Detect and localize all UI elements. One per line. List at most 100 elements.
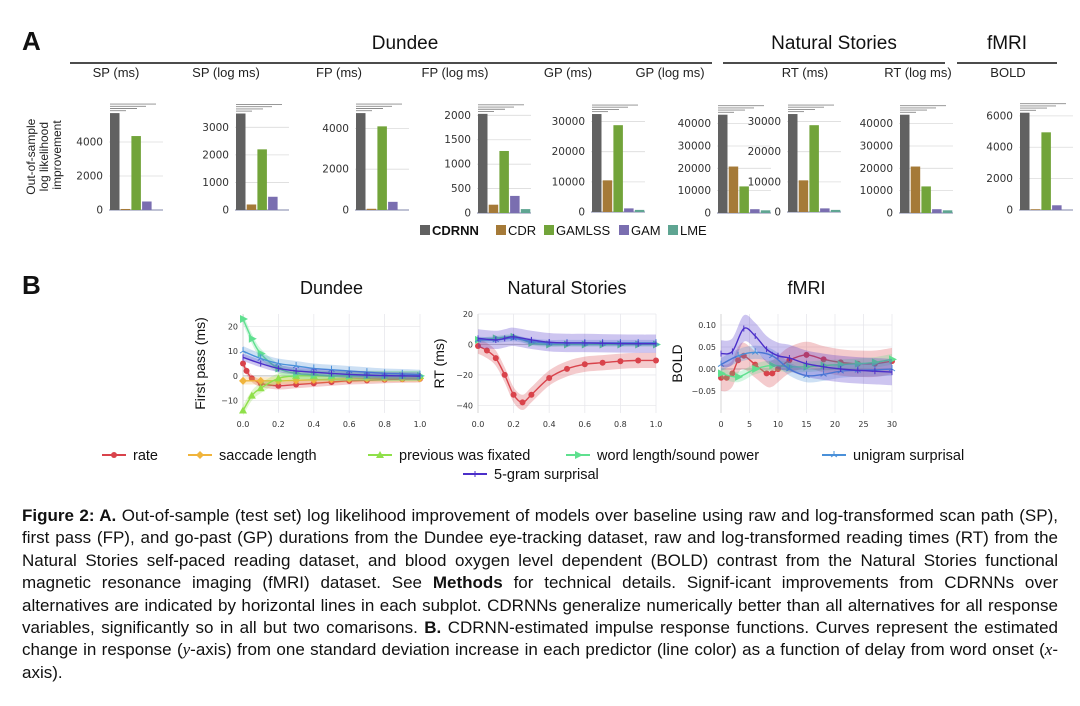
confidence-band — [243, 359, 420, 390]
x-tick-label: 0.8 — [614, 420, 627, 429]
y-tick-label: 0 — [704, 208, 711, 220]
marker-circle — [729, 370, 736, 377]
y-tick-label: 1500 — [444, 134, 471, 146]
marker-circle — [617, 358, 624, 365]
caption-segment: B. — [424, 618, 442, 638]
bar-panel-title: SP (log ms) — [192, 65, 260, 80]
marker-arrow — [752, 365, 761, 373]
y-tick-label: 10000 — [678, 185, 711, 197]
bar-lme — [760, 210, 771, 213]
marker-arrow — [575, 451, 583, 459]
confidence-band — [721, 345, 892, 383]
caption-segment: Figure 2: A. — [22, 506, 117, 525]
irf-ylabel: First pass (ms) — [192, 317, 208, 410]
bar-cdrnn — [110, 113, 120, 210]
marker-tristar — [328, 365, 335, 373]
x-tick-label: 0.4 — [543, 420, 556, 429]
marker-triangle — [239, 406, 247, 414]
marker-tristar — [820, 370, 827, 377]
y-tick-label: 0 — [464, 208, 471, 220]
legend-label: rate — [133, 448, 158, 464]
y-tick-label: 10000 — [748, 176, 781, 188]
y-tick-label: 4000 — [322, 123, 349, 135]
y-tick-label: 10 — [228, 347, 238, 356]
legend-label-gam: GAM — [631, 223, 661, 238]
bar-gam — [142, 201, 152, 210]
bar-panel-title: FP (log ms) — [422, 65, 489, 80]
group-header-natural-stories: Natural Stories — [771, 33, 897, 54]
y-tick-label: 30000 — [678, 140, 711, 152]
marker-arrow — [248, 334, 257, 343]
bar-gamlss — [377, 126, 387, 210]
series-5-gram-surprisal — [720, 314, 893, 386]
marker-triangle — [376, 451, 384, 458]
marker-tristar — [257, 354, 264, 361]
caption-segment: y — [182, 640, 191, 660]
series-5-gram-surprisal — [242, 353, 421, 380]
marker-tristar — [734, 351, 742, 359]
legend-item-saccade-length: saccade length — [188, 448, 317, 464]
y-tick-label: 0 — [96, 205, 103, 217]
bar-chart-panels: SP (ms) 0 2000 4000 SP (log ms) 0 1000 2000 3000… — [76, 65, 1073, 220]
x-tick-label: 0.6 — [578, 420, 591, 429]
marker-arrow — [854, 359, 863, 368]
bar-panel-rt-ms: RT (ms) 0 10000 20000 30000 — [748, 65, 841, 219]
bar-cdrnn — [236, 113, 246, 210]
y-tick-label: 1000 — [444, 159, 471, 171]
y-tick-label: −40 — [456, 401, 473, 410]
bar-panel-title: SP (ms) — [93, 65, 140, 80]
y-tick-label: −0.05 — [691, 387, 716, 396]
marker-circle — [293, 381, 300, 388]
bar-panel-title: RT (log ms) — [884, 65, 951, 80]
bar-cdr — [488, 204, 499, 213]
dataset-group-headers: Dundee Natural Stories fMRI — [70, 33, 1057, 64]
marker-circle — [519, 399, 526, 406]
bar-gamlss — [921, 186, 931, 213]
bar-panel-fp-log-ms: FP (log ms) 0 500 1000 1500 2000 — [422, 65, 531, 220]
marker-triangle — [274, 374, 283, 382]
y-tick-label: 2000 — [76, 171, 103, 183]
figure-caption: Figure 2: A. Out-of-sample (test set) lo… — [22, 505, 1058, 684]
marker-tristar — [345, 366, 353, 374]
y-tick-label: 0 — [1006, 205, 1013, 217]
bar-panel-sp-log-ms: SP (log ms) 0 1000 2000 3000 — [192, 65, 289, 217]
bar-lme — [830, 209, 841, 212]
marker-tristar — [717, 360, 725, 368]
panel-b-letter: B — [22, 270, 41, 300]
x-tick-label: 0.8 — [378, 420, 391, 429]
marker-arrow — [803, 362, 812, 371]
marker-circle — [546, 374, 553, 381]
bar-gam — [624, 208, 634, 212]
bar-cdrnn — [478, 113, 488, 213]
marker-diamond — [256, 376, 265, 385]
bar-cdrnn — [356, 113, 366, 210]
marker-circle — [510, 391, 517, 398]
x-tick-label: 1.0 — [414, 420, 427, 429]
y-tick-label: 30000 — [860, 140, 893, 152]
marker-triangle — [247, 391, 256, 399]
marker-arrow — [769, 361, 778, 370]
bar-panel-gp-ms: GP (ms) 0 10000 20000 30000 — [544, 65, 645, 219]
irf-chart-panels: Dundee 0.0 0.2 0.4 0.6 0.8 1.0 −10 0 10 20 First pa… — [192, 278, 897, 429]
irf-legend: rate saccade length previous was fixated wo… — [102, 448, 964, 483]
marker-circle — [763, 370, 770, 377]
y-tick-label: 0.10 — [698, 321, 716, 330]
y-tick-label: 500 — [451, 183, 471, 195]
series-unigram-surprisal — [239, 346, 424, 380]
bar-cdrnn — [900, 114, 910, 213]
marker-arrow — [718, 369, 726, 378]
y-tick-label: 6000 — [986, 110, 1013, 122]
x-tick-label: 1.0 — [650, 420, 663, 429]
legend-item-word-length-sound-power: word length/sound power — [566, 448, 759, 464]
bar-gam — [388, 201, 398, 210]
y-tick-label: 20000 — [748, 146, 781, 158]
marker-arrow — [837, 360, 846, 369]
bar-lme — [634, 209, 645, 212]
legend-item-5-gram-surprisal: 5-gram surprisal — [463, 467, 599, 483]
y-tick-label: 0 — [342, 205, 349, 217]
caption-segment: CDRNN-estimated impulse response functio… — [22, 618, 1058, 660]
irf-panel-fmri: fMRI 0 5 10 15 20 25 30 −0.05 0.00 0.05 0.10 BOLD — [669, 278, 897, 429]
x-tick-label: 30 — [887, 420, 897, 429]
bar-gamlss — [499, 150, 509, 213]
y-tick-label: 30000 — [748, 116, 781, 128]
